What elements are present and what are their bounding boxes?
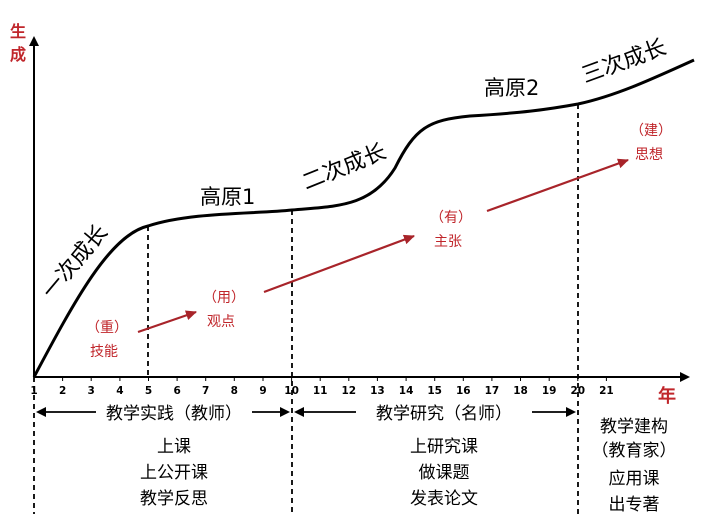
x-tick-label: 19 [542,385,557,397]
stage-1-item-1: 上课 [157,437,191,457]
x-tick-label: 6 [173,385,180,397]
milestone-2-text: 观点 [207,314,235,330]
stage-1-item-2: 上公开课 [140,463,208,483]
x-tick-label: 15 [427,385,442,397]
x-tick-label: 2 [59,385,66,397]
stage-1-item-3: 教学反思 [140,489,208,509]
stage-3-item-2: 出专著 [609,495,660,515]
x-tick-label: 18 [513,385,528,397]
x-tick-label: 14 [399,385,414,397]
stage-2-title: 教学研究（名师） [376,404,512,424]
x-tick-label: 4 [116,385,123,397]
milestone-1-text: 技能 [90,344,118,360]
milestone-1-tag: （重） [86,320,128,336]
x-tick-label: 12 [341,385,356,397]
milestone-arrow-3 [486,158,629,213]
label-plateau-2: 高原2 [484,76,539,100]
x-tick-label: 5 [145,385,152,397]
x-tick-label: 8 [231,385,238,397]
stage-1-title: 教学实践（教师） [106,404,242,424]
label-plateau-1: 高原1 [200,185,255,209]
milestone-4-text: 思想 [635,147,663,163]
stage-3-item-1: 应用课 [609,469,660,489]
x-tick-label: 21 [599,385,614,397]
x-tick-label: 11 [313,385,328,397]
x-tick-label: 13 [370,385,385,397]
stage-2-item-3: 发表论文 [410,489,478,509]
milestone-2-tag: （用） [203,290,245,306]
x-tick-label: 16 [456,385,471,397]
x-axis-label: 年 [658,385,676,407]
milestone-arrow-1 [137,310,197,334]
stage-2-item-2: 做课题 [419,463,470,483]
milestone-4-tag: （建） [630,123,672,139]
stage-3-title-line-2: （教育家） [592,441,677,461]
x-tick-label: 17 [485,385,500,397]
x-tick-labels: 123456789101112131415161718192021 [30,377,614,397]
milestone-arrow-2 [263,234,415,294]
y-axis-label-1: 生 [10,22,26,41]
label-growth-3: 三次成长 [579,35,670,89]
x-tick-label: 20 [570,385,585,397]
milestone-3-text: 主张 [434,234,462,250]
stage-2-item-1: 上研究课 [410,437,478,457]
growth-curve [32,58,695,378]
x-tick-label: 7 [202,385,209,397]
x-tick-label: 3 [88,385,95,397]
stage-3-title-line-1: 教学建构 [600,417,668,437]
label-growth-2: 二次成长 [299,139,390,195]
x-tick-label: 9 [259,385,266,397]
milestone-3-tag: （有） [430,210,472,226]
y-axis-label-2: 成 [10,45,26,64]
